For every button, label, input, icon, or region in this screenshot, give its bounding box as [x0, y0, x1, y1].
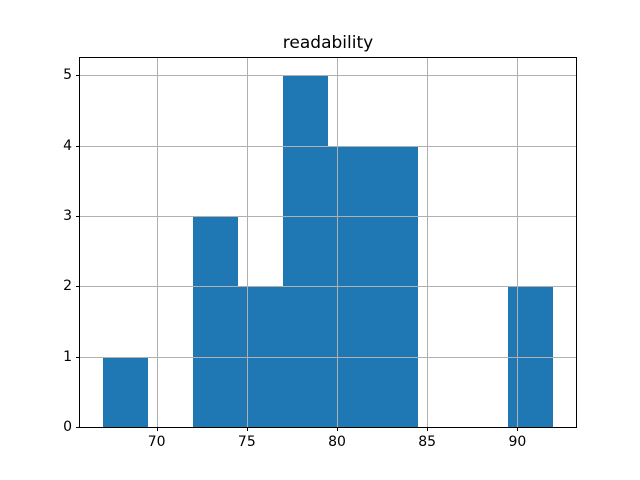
horizontal-gridline [80, 75, 576, 77]
x-tick-label: 90 [508, 434, 527, 451]
y-tick-mark [76, 216, 80, 217]
x-tick-label: 85 [418, 434, 437, 451]
y-tick-mark [76, 356, 80, 358]
x-tick-mark [517, 427, 519, 432]
y-tick-label: 4 [63, 137, 72, 154]
x-tick-mark [337, 427, 339, 432]
y-tick-label: 1 [63, 348, 72, 365]
horizontal-gridline [80, 145, 576, 147]
vertical-gridline [156, 57, 158, 428]
histogram-bar [192, 215, 238, 428]
histogram-bar [282, 75, 328, 428]
histogram-bar [102, 356, 148, 428]
horizontal-gridline [80, 215, 576, 217]
chart-title: readability [282, 33, 374, 53]
y-tick-mark [76, 145, 80, 147]
plot-area [79, 56, 577, 429]
y-tick-label: 2 [63, 278, 72, 295]
vertical-gridline [246, 57, 248, 428]
x-tick-label: 70 [147, 434, 166, 451]
x-tick-label: 75 [237, 434, 256, 451]
x-tick-label: 80 [328, 434, 346, 451]
y-tick-mark [76, 286, 80, 288]
x-tick-mark [246, 427, 248, 432]
y-tick-mark [76, 427, 80, 429]
horizontal-gridline [80, 356, 576, 358]
y-tick-label: 3 [63, 208, 72, 224]
vertical-gridline [337, 57, 339, 428]
horizontal-gridline [80, 427, 576, 429]
vertical-gridline [427, 57, 429, 428]
vertical-gridline [517, 57, 519, 428]
grid-layer [80, 57, 576, 429]
x-tick-mark [156, 427, 158, 432]
y-tick-label: 5 [63, 67, 72, 84]
horizontal-gridline [80, 286, 576, 288]
x-tick-mark [427, 427, 429, 432]
y-tick-label: 0 [63, 419, 72, 436]
y-tick-mark [76, 75, 80, 77]
